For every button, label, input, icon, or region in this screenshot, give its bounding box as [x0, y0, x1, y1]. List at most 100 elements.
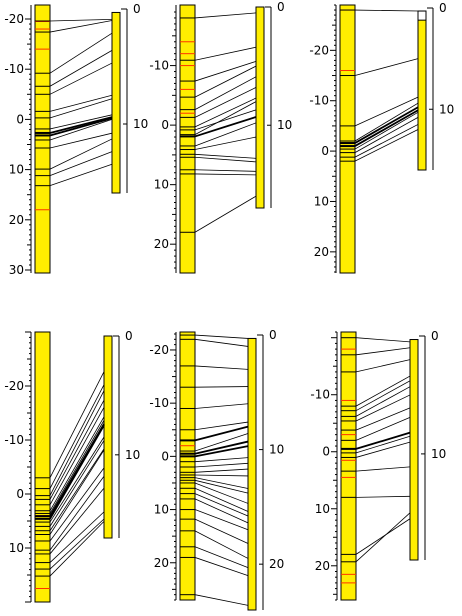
correlation-link: [194, 153, 257, 159]
right-core-column: [255, 6, 265, 209]
correlation-link: [355, 431, 411, 450]
correlation-link: [355, 435, 411, 454]
correlation-link: [194, 156, 257, 163]
correlation-link: [49, 138, 113, 170]
correlation-link: [194, 403, 249, 409]
left-scale-label: 10: [315, 502, 330, 516]
correlation-link: [194, 109, 257, 131]
correlation-link: [354, 106, 419, 144]
correlation-link: [194, 462, 249, 468]
left-scale-label: -10: [310, 388, 330, 402]
correlation-link: [49, 436, 105, 523]
left-scale-label: -10: [309, 94, 329, 108]
correlation-link: [49, 98, 113, 119]
left-scale-label: 0: [161, 449, 169, 463]
correlation-link: [194, 46, 257, 61]
left-scale-label: -20: [4, 379, 24, 393]
correlation-link: [194, 338, 249, 347]
left-core-column: [34, 4, 51, 274]
correlation-link: [194, 116, 257, 138]
correlation-link: [355, 380, 411, 412]
left-scale-label: -10: [4, 62, 24, 76]
correlation-link: [355, 416, 411, 441]
correlation-link: [194, 425, 249, 442]
left-scale-label: 20: [315, 559, 330, 573]
left-scale-label: -20: [4, 12, 24, 26]
panel-1: -20 -10 0 10 20 30 0 10: [4, 2, 148, 277]
correlation-link: [194, 482, 249, 504]
panel-6: -10 0 10 20 0 10: [310, 329, 446, 601]
right-scale-label: 10: [277, 118, 292, 132]
left-scale-label: 0: [16, 487, 24, 501]
left-scale-label: 0: [321, 144, 329, 158]
correlation-link: [354, 111, 419, 150]
correlation-link: [49, 399, 105, 500]
correlation-link: [194, 445, 249, 458]
correlation-link: [194, 518, 249, 544]
left-core-column: [340, 331, 357, 601]
left-core-column: [179, 331, 196, 601]
left-scale-label: 10: [9, 541, 24, 555]
correlation-link: [49, 20, 113, 33]
correlation-link: [49, 114, 113, 130]
correlation-link: [49, 116, 113, 134]
correlation-link: [355, 337, 411, 343]
correlation-link: [194, 61, 257, 82]
panel-3: -20 -10 0 10 20 0 10: [309, 1, 454, 274]
left-core-column: [339, 4, 356, 274]
correlation-link: [49, 50, 113, 87]
right-scale-label: 10: [125, 448, 140, 462]
correlation-link: [194, 440, 249, 455]
correlation-link: [49, 407, 105, 505]
left-scale-label: 10: [9, 163, 24, 177]
panel-2: -10 0 10 20 0 10: [149, 0, 292, 274]
correlation-link: [49, 62, 113, 95]
correlation-link: [49, 467, 105, 542]
correlation-link: [194, 509, 249, 531]
correlation-link: [194, 530, 249, 559]
left-scale-label: -20: [149, 343, 169, 357]
correlation-link: [194, 173, 257, 176]
correlation-link: [194, 136, 257, 150]
right-scale-label: 10: [269, 443, 284, 457]
correlation-link: [194, 468, 249, 473]
correlation-link: [49, 518, 105, 570]
correlation-link: [194, 421, 249, 431]
right-core-column: [417, 10, 427, 171]
correlation-link: [49, 119, 113, 141]
correlation-link: [355, 359, 411, 373]
left-scale-label: 10: [154, 503, 169, 517]
left-scale-label: 10: [314, 194, 329, 208]
correlation-link: [194, 12, 257, 19]
correlation-link: [355, 347, 411, 356]
correlation-link: [194, 457, 249, 463]
correlation-link: [49, 132, 113, 149]
correlation-link: [355, 495, 411, 498]
correlation-link: [49, 420, 105, 514]
left-scale-label: 20: [154, 237, 169, 251]
correlation-link: [355, 394, 411, 422]
correlation-link: [194, 334, 249, 339]
left-scale-label: 0: [161, 118, 169, 132]
correlation-link: [194, 101, 257, 135]
correlation-link: [194, 433, 249, 452]
correlation-link: [194, 76, 257, 110]
correlation-link: [194, 557, 249, 577]
correlation-link: [194, 386, 249, 388]
right-scale-label: 0: [431, 329, 439, 343]
right-scale-label: 20: [269, 557, 284, 571]
right-scale-label: 10: [431, 447, 446, 461]
right-top-box: [417, 10, 427, 21]
correlation-link: [355, 441, 411, 458]
panel-4: -20 -10 0 10 0 10: [4, 329, 140, 603]
correlation-link: [49, 384, 105, 489]
correlation-link: [355, 518, 411, 555]
correlation-link: [49, 487, 105, 555]
left-scale-label: -10: [149, 59, 169, 73]
right-scale-label: 10: [439, 102, 454, 116]
correlation-link: [49, 32, 113, 74]
correlation-link: [49, 448, 105, 531]
correlation-link: [49, 151, 113, 176]
right-scale-label: 0: [125, 329, 133, 343]
correlation-link: [194, 594, 249, 606]
